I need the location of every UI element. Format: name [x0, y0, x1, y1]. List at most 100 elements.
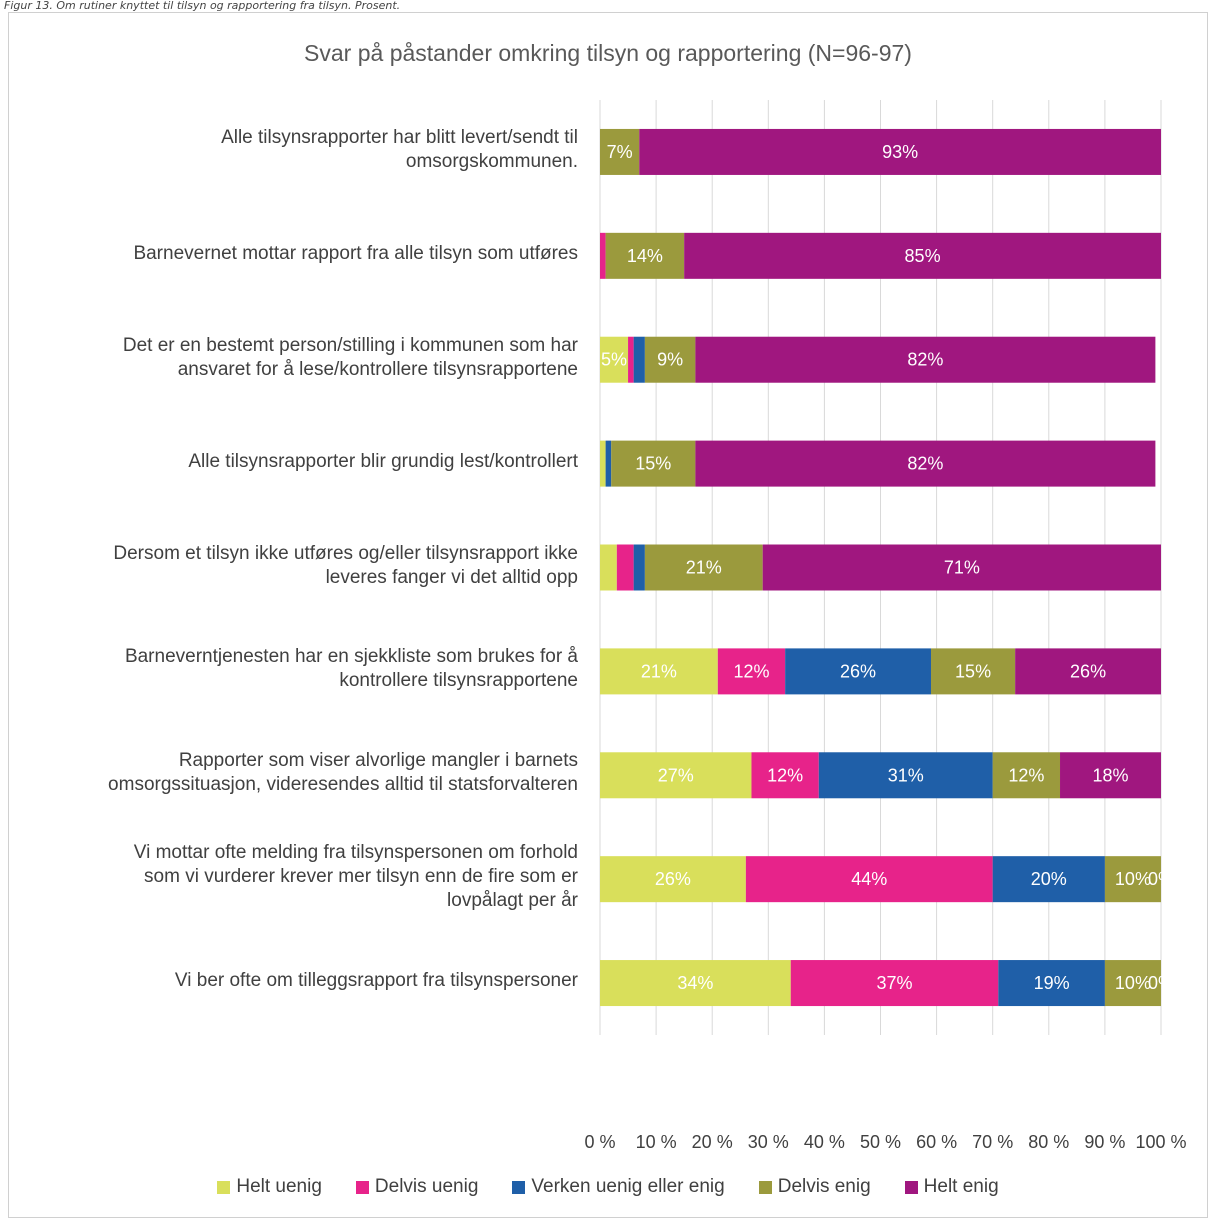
data-label: 15% — [955, 661, 991, 681]
bar-segment — [600, 544, 617, 591]
data-label: 9% — [657, 350, 683, 370]
data-label: 21% — [686, 558, 722, 578]
legend-item: Helt uenig — [217, 1176, 322, 1198]
category-label: Barneverntjenesten har en sjekkliste som… — [20, 645, 578, 693]
bar-segment — [992, 856, 1105, 903]
category-label-line: omsorgskommunen. — [405, 150, 578, 172]
category-label: Dersom et tilsyn ikke utføres og/eller t… — [20, 542, 578, 590]
x-tick-label: 20 % — [692, 1132, 733, 1152]
data-label: 15% — [635, 454, 671, 474]
data-label: 21% — [641, 661, 677, 681]
category-label-line: Alle tilsynsrapporter har blitt levert/s… — [221, 126, 578, 148]
bar-segment — [600, 752, 752, 799]
bar-segment — [1104, 960, 1161, 1007]
data-label: 82% — [907, 454, 943, 474]
legend-label: Helt uenig — [236, 1176, 322, 1197]
data-label: 26% — [1070, 661, 1106, 681]
bar-segment — [600, 648, 718, 695]
bar-segment — [717, 648, 786, 695]
category-label-line: Barneverntjenesten har en sjekkliste som… — [124, 646, 578, 668]
category-label: Det er en bestemt person/stilling i komm… — [20, 334, 578, 382]
data-label: 71% — [944, 558, 980, 578]
data-label: 10% — [1115, 973, 1151, 993]
data-label: 20% — [1031, 869, 1067, 889]
x-tick-label: 90 % — [1084, 1132, 1125, 1152]
data-label: 37% — [877, 973, 913, 993]
data-label: 44% — [851, 869, 887, 889]
bar-segment — [930, 648, 1016, 695]
category-label: Vi mottar ofte melding fra tilsynsperson… — [20, 841, 578, 913]
data-label: 12% — [733, 661, 769, 681]
bar-segment — [600, 960, 791, 1007]
x-tick-label: 80 % — [1028, 1132, 1069, 1152]
bar-segment — [644, 544, 763, 591]
data-label: 31% — [888, 765, 924, 785]
category-label-line: lovpålagt per år — [447, 890, 578, 912]
x-tick-label: 60 % — [916, 1132, 957, 1152]
data-label: 18% — [1092, 765, 1128, 785]
chart-title: Svar på påstander omkring tilsyn og rapp… — [304, 40, 912, 66]
data-label: 34% — [677, 973, 713, 993]
data-label: 7% — [607, 142, 633, 162]
data-label: 12% — [767, 765, 803, 785]
bar-segment — [644, 336, 696, 383]
category-label-line: Rapporter som viser alvorlige mangler i … — [178, 750, 578, 772]
x-tick-label: 50 % — [860, 1132, 901, 1152]
data-label: 0% — [1148, 869, 1174, 889]
category-label-line: Dersom et tilsyn ikke utføres og/eller t… — [113, 542, 578, 564]
bar-segment — [745, 856, 993, 903]
data-label: 82% — [907, 350, 943, 370]
category-label: Rapporter som viser alvorlige mangler i … — [20, 749, 578, 797]
category-label: Alle tilsynsrapporter blir grundig lest/… — [20, 450, 578, 474]
data-label: 85% — [905, 246, 941, 266]
data-label: 27% — [658, 765, 694, 785]
category-label-line: som vi vurderer krever mer tilsyn enn de… — [144, 866, 578, 888]
bar-segment — [600, 856, 746, 903]
x-tick-label: 10 % — [636, 1132, 677, 1152]
bar-segment — [998, 960, 1105, 1007]
x-tick-label: 0 % — [584, 1132, 615, 1152]
bar-segment — [611, 440, 696, 487]
bar-segment — [600, 128, 640, 175]
bar-segment — [1060, 752, 1161, 799]
category-label: Barnevernet mottar rapport fra alle tils… — [20, 242, 578, 266]
bar-segment — [762, 544, 1161, 591]
data-label: 26% — [655, 869, 691, 889]
category-label-line: kontrollere tilsynsrapportene — [339, 670, 578, 692]
legend-label: Delvis uenig — [374, 1176, 479, 1197]
legend-label: Delvis enig — [777, 1176, 871, 1197]
bar-segment — [684, 232, 1161, 279]
legend-swatch — [355, 1180, 369, 1194]
bar-segment — [633, 336, 645, 383]
x-tick-label: 70 % — [972, 1132, 1013, 1152]
x-tick-label: 40 % — [804, 1132, 845, 1152]
legend-swatch — [512, 1180, 526, 1194]
category-label-line: Det er en bestemt person/stilling i komm… — [122, 334, 578, 356]
bar-segment — [616, 544, 634, 591]
legend-swatch — [758, 1180, 772, 1194]
chart-legend: Helt uenig Delvis uenig Verken uenig eller… — [8, 1176, 1208, 1198]
bar-segment — [1015, 648, 1161, 695]
category-label-line: ansvaret for å lese/kontrollere tilsynsr… — [177, 358, 578, 380]
data-label: 5% — [601, 350, 627, 370]
bar-segment — [605, 440, 612, 487]
bar-segment — [600, 336, 629, 383]
bar-segment — [695, 440, 1156, 487]
legend-swatch — [217, 1180, 231, 1194]
legend-item: Helt enig — [904, 1176, 999, 1198]
chart-frame — [8, 12, 1208, 1218]
category-label: Vi ber ofte om tilleggsrapport fra tilsy… — [20, 969, 578, 993]
bar-segment — [600, 232, 606, 279]
bar-segment — [785, 648, 931, 695]
bar-segment — [1104, 856, 1161, 903]
category-label: Alle tilsynsrapporter har blitt levert/s… — [20, 126, 578, 174]
category-label-line: Vi ber ofte om tilleggsrapport fra tilsy… — [174, 970, 578, 992]
x-tick-label: 30 % — [748, 1132, 789, 1152]
data-label: 12% — [1008, 765, 1044, 785]
legend-label: Verken uenig eller enig — [531, 1176, 725, 1197]
bar-segment — [790, 960, 999, 1007]
bar-segment — [628, 336, 634, 383]
legend-item: Delvis uenig — [355, 1176, 479, 1198]
data-label: 19% — [1034, 973, 1070, 993]
